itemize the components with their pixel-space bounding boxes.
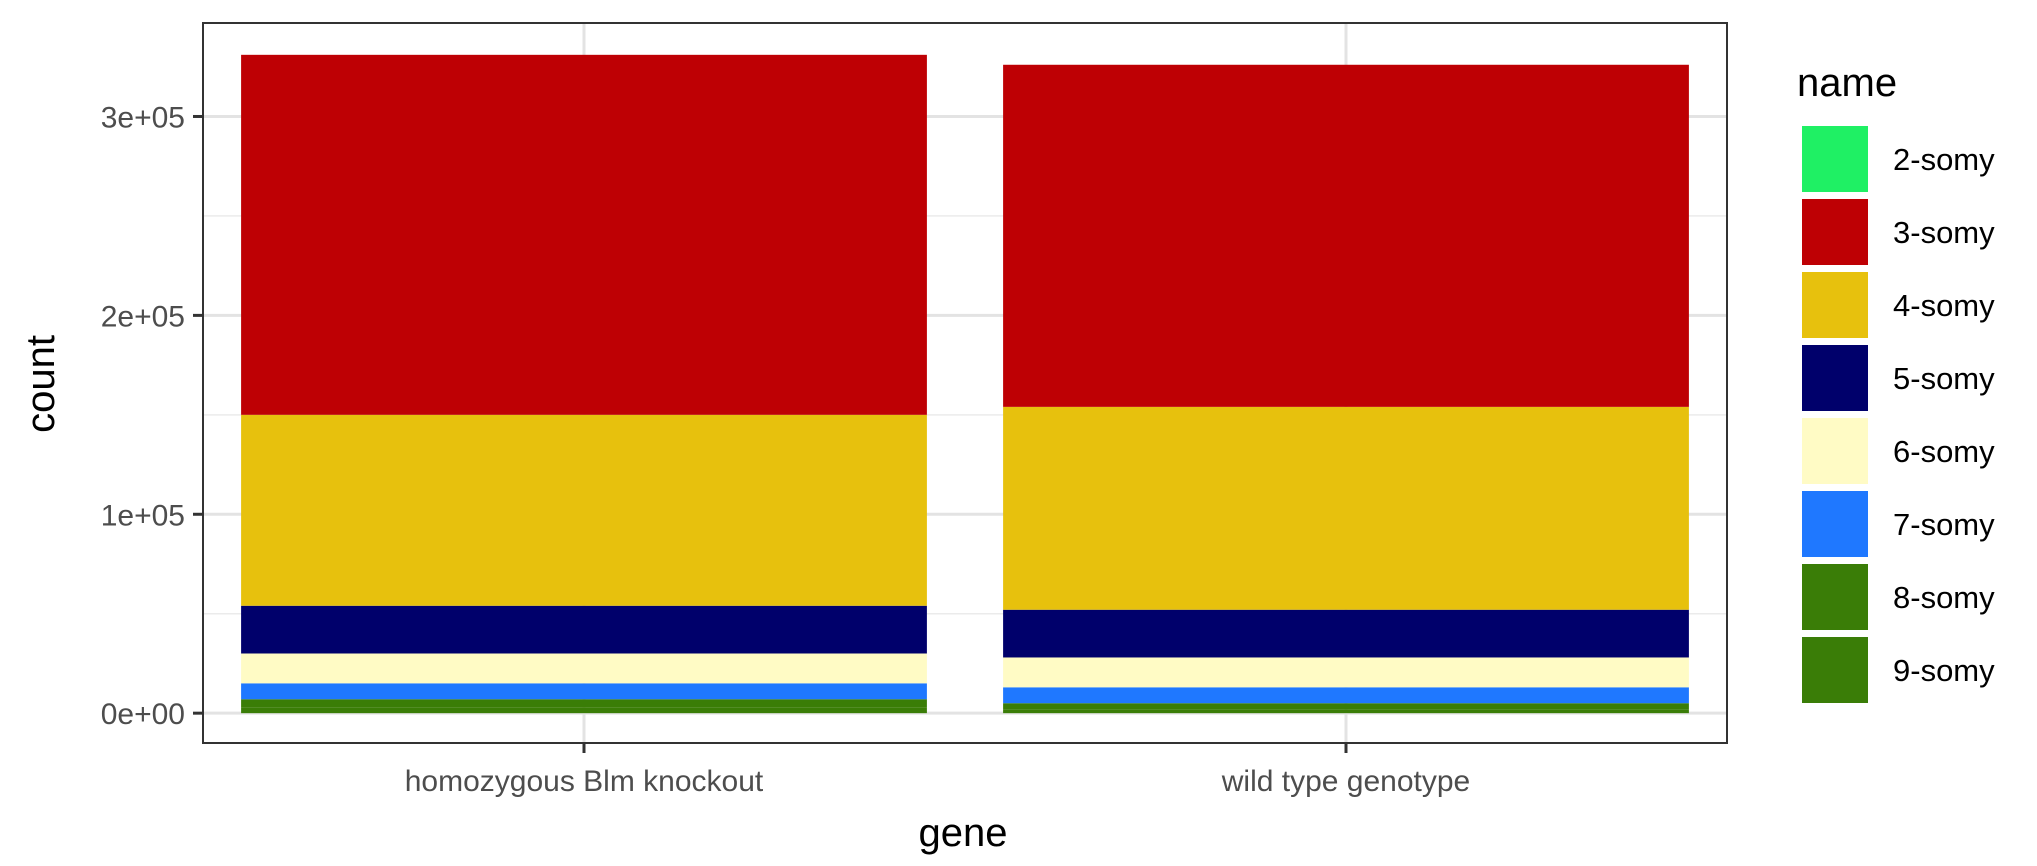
- x-axis-title: gene: [919, 811, 1008, 855]
- bar-segment-6-somy: [1003, 657, 1689, 688]
- legend-key-2-somy: [1802, 126, 1868, 192]
- legend-key-7-somy: [1802, 491, 1868, 557]
- legend-key-3-somy: [1802, 199, 1868, 265]
- bar-segment-6-somy: [241, 653, 927, 684]
- legend-key-5-somy: [1802, 345, 1868, 411]
- y-axis-title: count: [19, 335, 63, 433]
- legend-label-2-somy: 2-somy: [1893, 142, 1995, 177]
- plot-panel: [202, 22, 1728, 744]
- legend-label-9-somy: 9-somy: [1893, 653, 1995, 688]
- bar-segment-7-somy: [241, 683, 927, 700]
- legend-key-6-somy: [1802, 418, 1868, 484]
- y-tick-label: 3e+05: [101, 101, 185, 134]
- legend-title: name: [1797, 61, 1897, 105]
- legend-label-4-somy: 4-somy: [1893, 288, 1995, 323]
- legend-key-4-somy: [1802, 272, 1868, 338]
- bar-segment-8-somy: [241, 699, 927, 708]
- bar-segment-8-somy: [1003, 703, 1689, 710]
- bar-segment-4-somy: [1003, 406, 1689, 610]
- bar-segment-5-somy: [1003, 609, 1689, 658]
- bar-segment-9-somy: [1003, 709, 1689, 714]
- bar-segment-5-somy: [241, 605, 927, 654]
- bar-segment-4-somy: [241, 414, 927, 606]
- legend-label-3-somy: 3-somy: [1893, 215, 1995, 250]
- x-axis: homozygous Blm knockout wild type genotyp…: [405, 743, 1471, 798]
- bar-segment-9-somy: [241, 707, 927, 714]
- x-tick-label: homozygous Blm knockout: [405, 765, 764, 798]
- y-axis: 0e+00 1e+05 2e+05 3e+05: [101, 101, 203, 731]
- legend: name 2-somy 3-somy 4-somy 5-somy 6-somy 7-som…: [1797, 61, 1995, 703]
- bar-segment-3-somy: [1003, 64, 1689, 407]
- bar-segment-7-somy: [1003, 687, 1689, 704]
- legend-key-9-somy: [1802, 637, 1868, 703]
- y-tick-label: 0e+00: [101, 698, 185, 731]
- legend-label-7-somy: 7-somy: [1893, 507, 1995, 542]
- legend-label-6-somy: 6-somy: [1893, 434, 1995, 469]
- y-tick-label: 1e+05: [101, 499, 185, 532]
- bar-segment-3-somy: [241, 54, 927, 415]
- legend-label-5-somy: 5-somy: [1893, 361, 1995, 396]
- legend-label-8-somy: 8-somy: [1893, 580, 1995, 615]
- legend-key-8-somy: [1802, 564, 1868, 630]
- x-tick-label: wild type genotype: [1221, 765, 1471, 798]
- y-tick-label: 2e+05: [101, 300, 185, 333]
- panel-border: [202, 22, 1728, 744]
